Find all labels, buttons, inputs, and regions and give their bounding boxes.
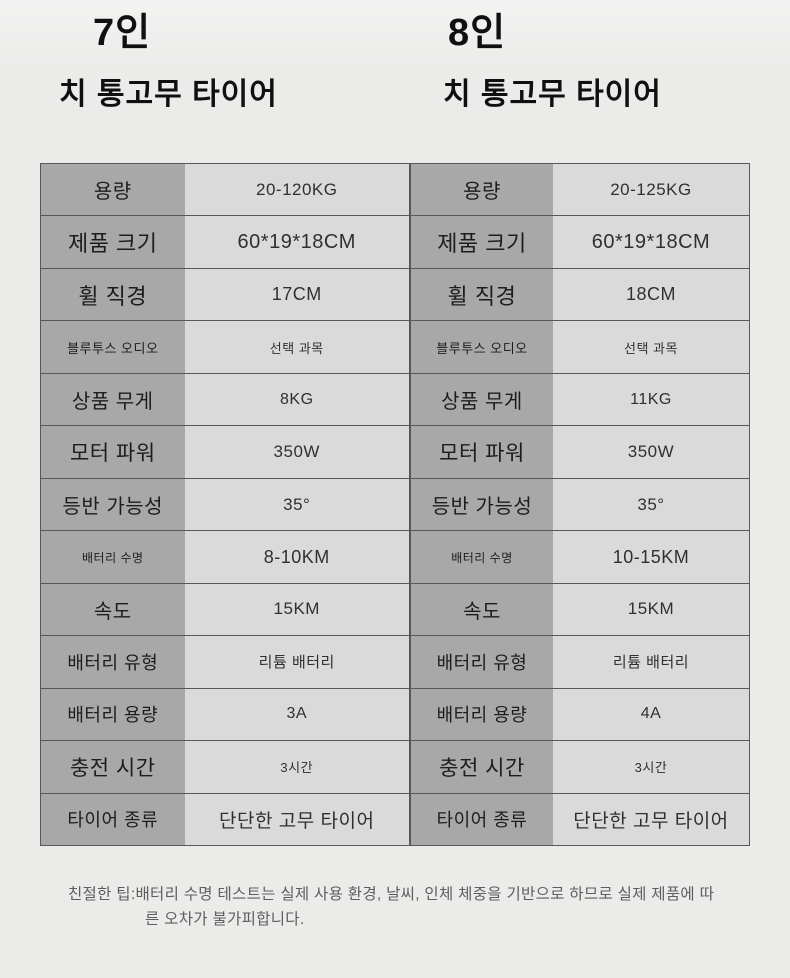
spec-label: 배터리 수명 [41, 531, 185, 583]
product-title-7inch-line1: 7인 [93, 12, 152, 54]
footer-note-line1: 친절한 팁:배터리 수명 테스트는 실제 사용 환경, 날씨, 인체 체중을 기… [68, 886, 715, 903]
spec-label: 휠 직경 [41, 268, 185, 321]
spec-value: 선택 과목 [552, 321, 749, 373]
spec-row: 상품 무게 11KG [411, 373, 749, 427]
spec-label: 블루투스 오디오 [41, 321, 185, 373]
spec-value: 60*19*18CM [184, 216, 409, 268]
spec-row: 제품 크기 60*19*18CM [41, 216, 409, 269]
spec-value: 8-10KM [184, 531, 409, 583]
spec-row: 속도 15KM [411, 583, 749, 637]
spec-row: 타이어 종류 단단한 고무 타이어 [411, 793, 749, 846]
spec-row: 충전 시간 3시간 [41, 741, 409, 794]
spec-label: 상품 무게 [41, 373, 185, 426]
spec-row: 등반 가능성 35° [411, 478, 749, 532]
spec-row: 제품 크기 60*19*18CM [411, 216, 749, 269]
spec-label: 등반 가능성 [41, 478, 185, 531]
spec-value: 350W [552, 426, 749, 478]
spec-table-8inch: 용량 20-125KG 제품 크기 60*19*18CM 휠 직경 18CM 블루투스 오디… [410, 163, 750, 846]
spec-row: 용량 20-120KG [41, 164, 409, 217]
spec-label: 타이어 종류 [41, 793, 185, 846]
spec-row: 용량 20-125KG [411, 164, 749, 217]
spec-value: 35° [552, 478, 749, 531]
spec-value: 350W [184, 426, 409, 478]
spec-value: 단단한 고무 타이어 [184, 793, 409, 846]
spec-value: 선택 과목 [184, 321, 409, 373]
spec-value: 단단한 고무 타이어 [552, 793, 749, 846]
spec-label: 용량 [41, 164, 185, 216]
spec-row: 배터리 유형 리튬 배터리 [41, 636, 409, 689]
spec-value: 20-125KG [552, 164, 749, 216]
spec-value: 리튬 배터리 [184, 636, 409, 688]
spec-value: 15KM [552, 583, 749, 636]
spec-row: 휠 직경 18CM [411, 268, 749, 322]
spec-value: 4A [552, 688, 749, 741]
spec-label: 블루투스 오디오 [411, 321, 553, 373]
spec-row: 모터 파워 350W [411, 426, 749, 479]
spec-label: 타이어 종류 [411, 793, 553, 846]
spec-value: 3A [184, 688, 409, 741]
spec-row: 블루투스 오디오 선택 과목 [411, 321, 749, 374]
spec-row: 타이어 종류 단단한 고무 타이어 [41, 793, 409, 846]
footer-note-line2: 른 오차가 불가피합니다. [145, 911, 305, 928]
spec-table-7inch: 용량 20-120KG 제품 크기 60*19*18CM 휠 직경 17CM 블루투스 오디… [40, 163, 410, 846]
product-title-7inch: 7인 치 통고무 타이어 [59, 12, 278, 110]
spec-label: 속도 [41, 583, 185, 636]
spec-label: 속도 [411, 583, 553, 636]
spec-label: 제품 크기 [411, 216, 553, 268]
product-title-8inch-line2: 치 통고무 타이어 [443, 78, 662, 111]
spec-label: 충전 시간 [411, 741, 553, 793]
spec-value: 8KG [184, 373, 409, 426]
spec-label: 배터리 용량 [41, 688, 185, 741]
spec-row: 배터리 용량 3A [41, 688, 409, 742]
spec-value: 3시간 [552, 741, 749, 793]
spec-row: 배터리 수명 8-10KM [41, 531, 409, 584]
spec-label: 휠 직경 [411, 268, 553, 321]
spec-value: 35° [184, 478, 409, 531]
spec-row: 등반 가능성 35° [41, 478, 409, 532]
spec-row: 배터리 수명 10-15KM [411, 531, 749, 584]
spec-value: 11KG [552, 373, 749, 426]
spec-row: 속도 15KM [41, 583, 409, 637]
spec-value: 18CM [552, 268, 749, 321]
spec-row: 배터리 용량 4A [411, 688, 749, 742]
spec-label: 등반 가능성 [411, 478, 553, 531]
spec-value: 10-15KM [552, 531, 749, 583]
product-title-7inch-line2: 치 통고무 타이어 [59, 78, 278, 111]
spec-value: 17CM [184, 268, 409, 321]
spec-row: 충전 시간 3시간 [411, 741, 749, 794]
spec-row: 상품 무게 8KG [41, 373, 409, 427]
spec-label: 상품 무게 [411, 373, 553, 426]
spec-value: 20-120KG [184, 164, 409, 216]
spec-label: 용량 [411, 164, 553, 216]
spec-label: 배터리 유형 [41, 636, 185, 688]
spec-label: 충전 시간 [41, 741, 185, 793]
spec-label: 배터리 수명 [411, 531, 553, 583]
spec-label: 모터 파워 [411, 426, 553, 478]
spec-value: 3시간 [184, 741, 409, 793]
spec-row: 블루투스 오디오 선택 과목 [41, 321, 409, 374]
spec-value: 15KM [184, 583, 409, 636]
product-title-8inch-line1: 8인 [448, 12, 507, 54]
product-title-8inch: 8인 치 통고무 타이어 [443, 12, 662, 110]
spec-label: 배터리 용량 [411, 688, 553, 741]
spec-label: 배터리 유형 [411, 636, 553, 688]
spec-row: 모터 파워 350W [41, 426, 409, 479]
spec-value: 리튬 배터리 [552, 636, 749, 688]
spec-value: 60*19*18CM [552, 216, 749, 268]
spec-row: 휠 직경 17CM [41, 268, 409, 322]
footer-note: 친절한 팁:배터리 수명 테스트는 실제 사용 환경, 날씨, 인체 체중을 기… [68, 882, 736, 932]
spec-label: 모터 파워 [41, 426, 185, 478]
spec-label: 제품 크기 [41, 216, 185, 268]
spec-row: 배터리 유형 리튬 배터리 [411, 636, 749, 689]
